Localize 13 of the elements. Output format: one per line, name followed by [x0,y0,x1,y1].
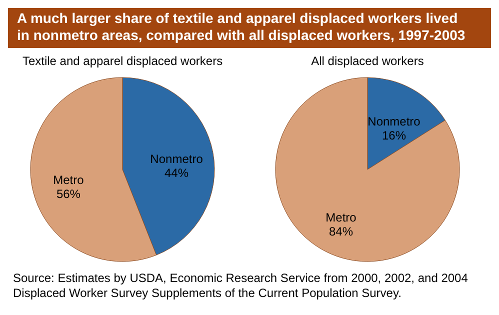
source-note: Source: Estimates by USDA, Economic Research Service from 2000, 2002, and 2004 Displaced Worker Survey Supplements of the Current Population Survey. [13,271,468,300]
pie-slice [275,77,460,262]
data-label: 56% [56,186,81,201]
chart-title: A much larger share of textile and apparel displaced workers lived in nonmetro areas, compared with all displaced workers, 1997-2003 [17,10,466,43]
data-label: 16% [382,128,406,142]
slice-label: Nonmetro [150,152,204,166]
chart-subtitle: Textile and apparel displaced workers [22,54,223,68]
slice-label: Metro [53,172,84,187]
slice-label: Nonmetro [368,114,421,128]
data-label: 44% [164,166,189,180]
slice-label: Metro [326,210,357,225]
chart-subtitle: All displaced workers [311,54,424,68]
data-label: 84% [328,224,354,239]
